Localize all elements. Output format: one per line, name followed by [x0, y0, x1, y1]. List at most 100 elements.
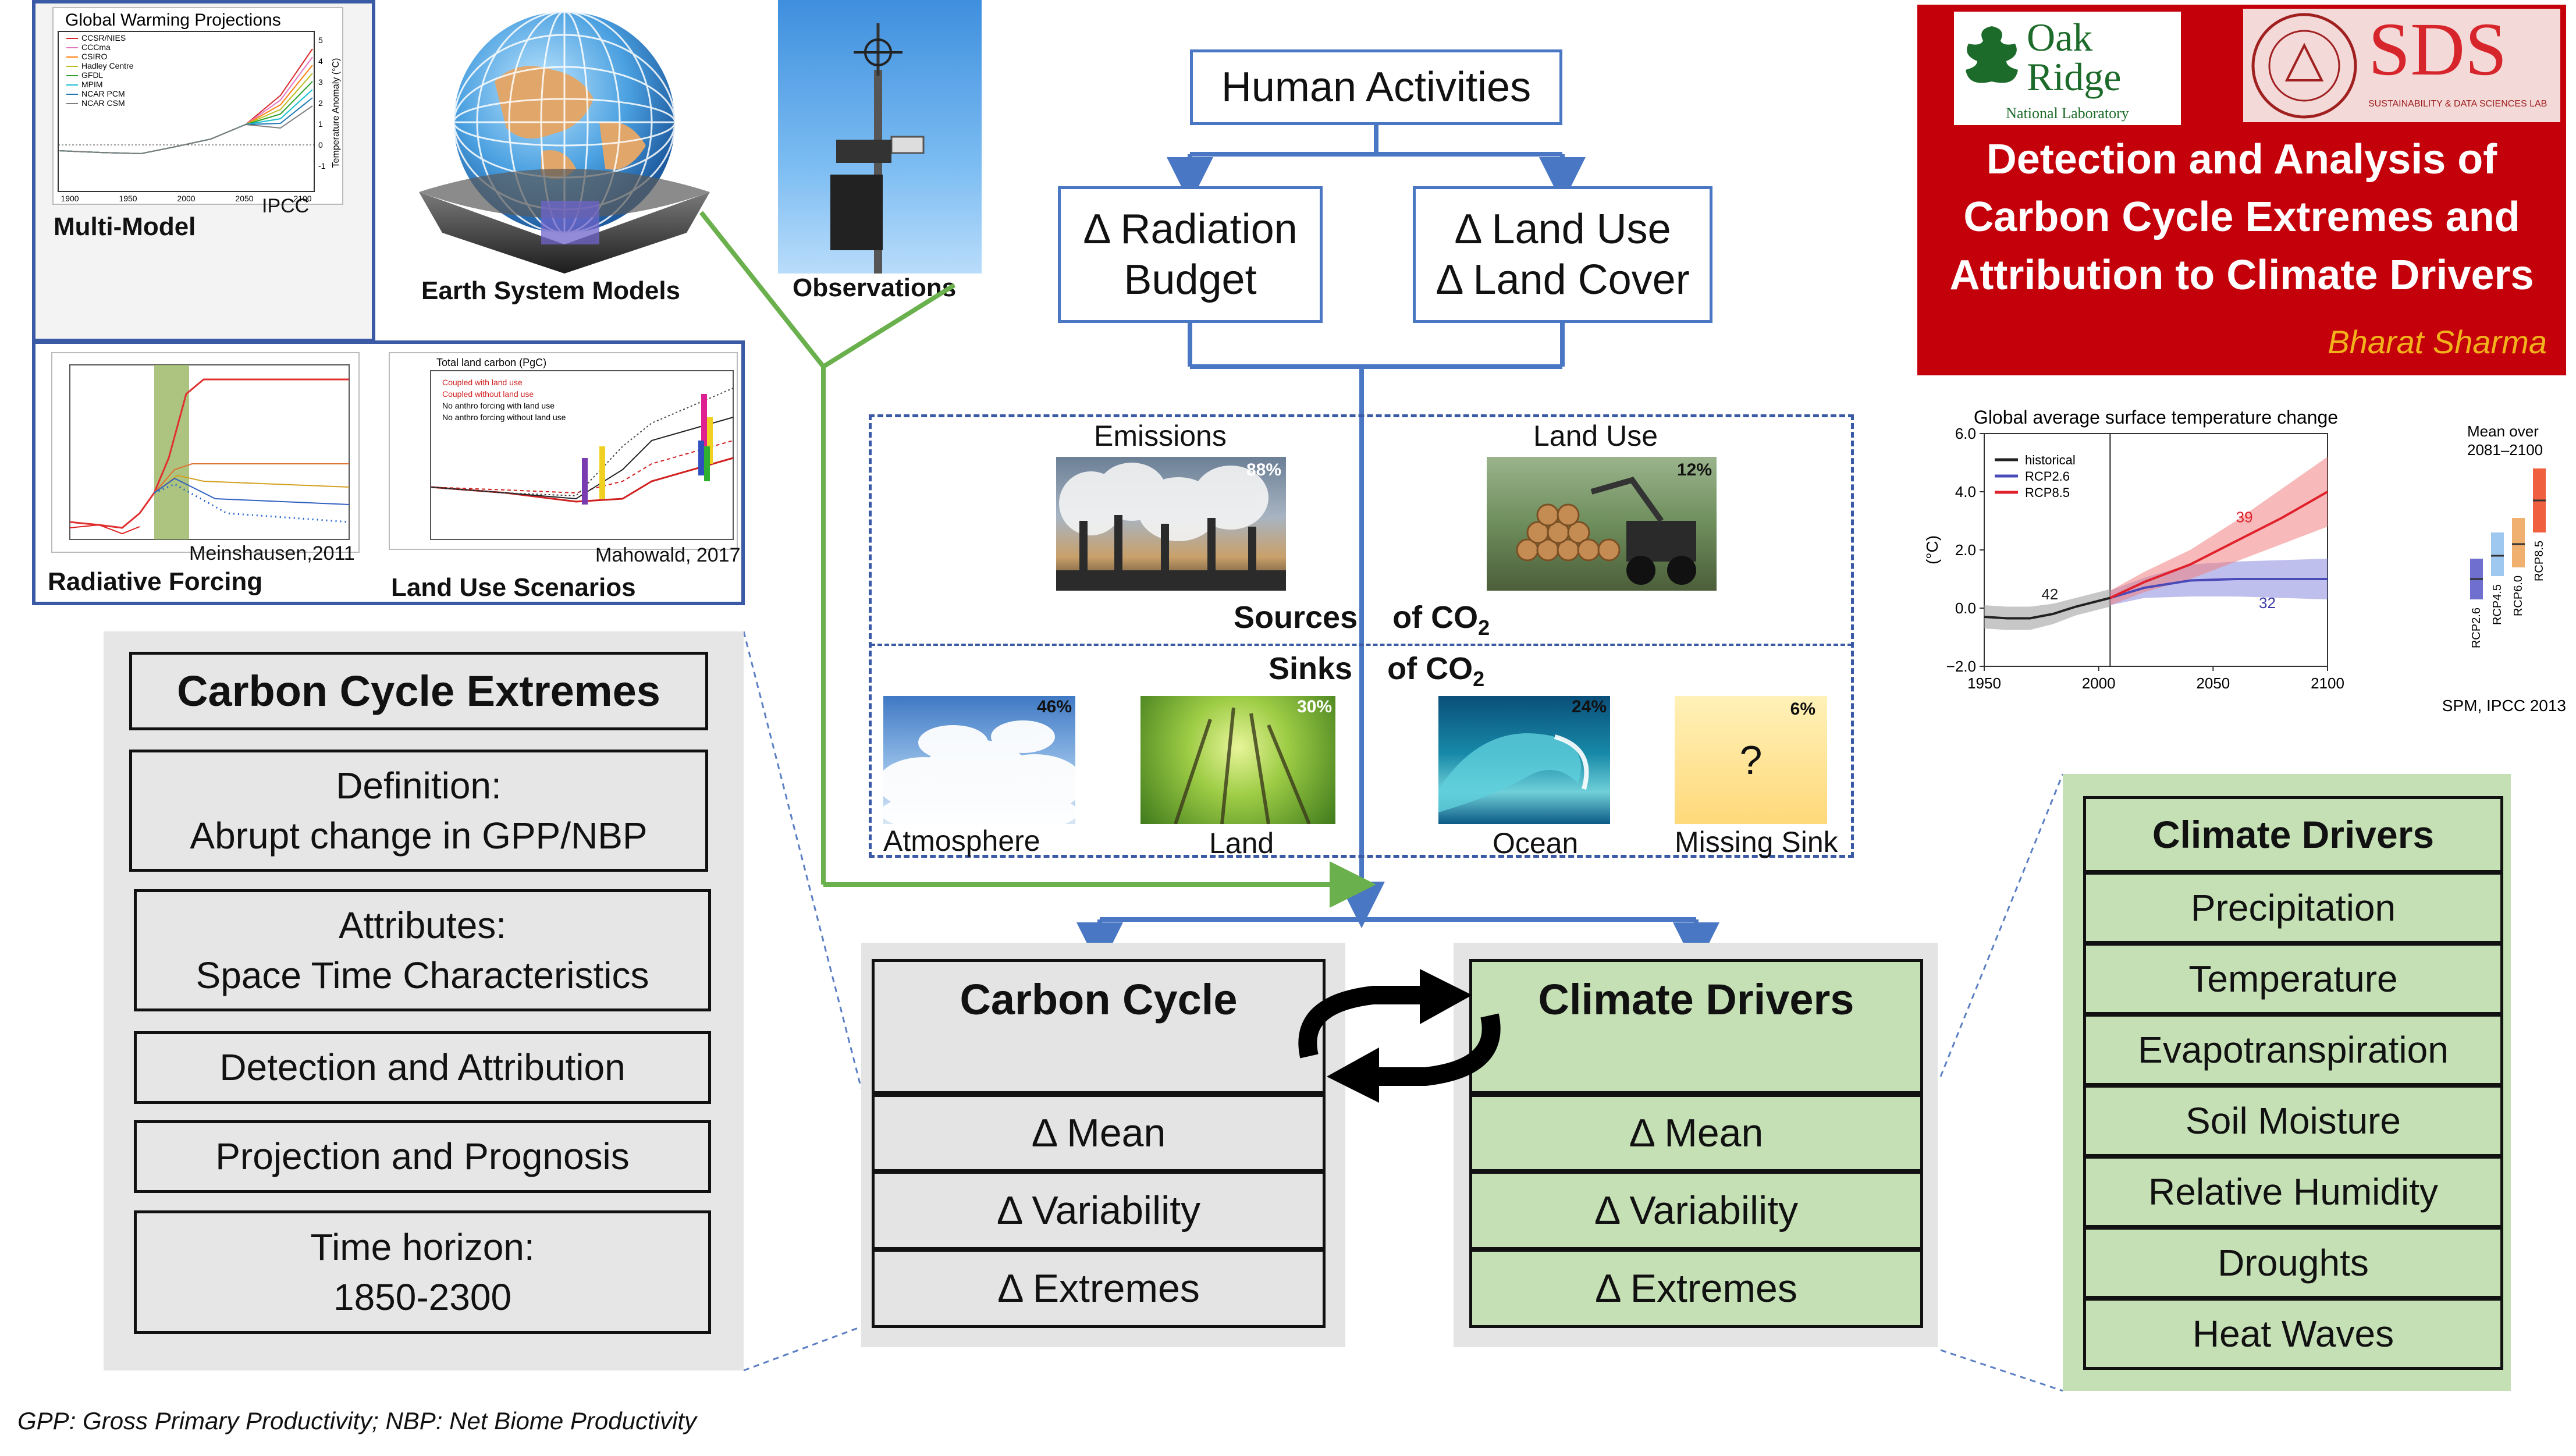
- land-use-cover-box: Δ Land Use Δ Land Cover: [1413, 186, 1712, 323]
- carbon-cycle-mean-row: Δ Mean: [872, 1094, 1326, 1172]
- mean-over-range-bar: [2512, 518, 2525, 567]
- poster-title-line2: Carbon Cycle Extremes and: [1963, 194, 2520, 241]
- legend-label: RCP2.6: [2025, 469, 2070, 484]
- mean-over-scenario-label: RCP2.6: [2470, 608, 2483, 648]
- land-sink-image: 30%: [1140, 696, 1335, 824]
- series-sample-count: 39: [2236, 509, 2253, 526]
- carbon-cycle-title-box: Carbon Cycle: [872, 959, 1326, 1094]
- land-use-scenarios-caption: Land Use Scenarios: [391, 573, 636, 602]
- detection-attribution-box: Detection and Attribution: [134, 1031, 711, 1104]
- climate-extremes-label: Δ Extremes: [1595, 1266, 1797, 1311]
- y-tick-label: 6.0: [1955, 425, 1976, 442]
- land-use-line2: Δ Land Cover: [1436, 256, 1690, 303]
- multi-model-xtick: 2000: [177, 194, 195, 203]
- attributes-box: Attributes: Space Time Characteristics: [134, 889, 711, 1011]
- attributes-line1: Attributes:: [338, 904, 507, 946]
- multi-model-series-line: [59, 105, 313, 155]
- sources-of-co: of CO: [1392, 600, 1479, 635]
- land-use-legend-2: No anthro forcing with land use: [442, 401, 555, 410]
- sds-logo: SDS SUSTAINABILITY & DATA SCIENCES LAB: [2243, 9, 2560, 122]
- climate-drivers-list-title: Climate Drivers: [2083, 796, 2503, 873]
- y-tick-label: 4.0: [1955, 483, 1976, 500]
- detection-attribution-label: Detection and Attribution: [219, 1046, 626, 1089]
- atmosphere-pct: 46%: [1036, 697, 1072, 716]
- earth-system-model-image: [407, 0, 722, 291]
- land-use-line1: Δ Land Use: [1454, 206, 1671, 253]
- mean-over-scenario-label: RCP4.5: [2491, 584, 2504, 625]
- carbon-cycle-extremes-label: Δ Extremes: [997, 1266, 1200, 1311]
- series-line: [2109, 578, 2328, 599]
- climate-drivers-center-title: Climate Drivers: [1538, 975, 1854, 1024]
- sources-co2-sub: 2: [1478, 615, 1490, 640]
- sinks-word: Sinks: [1269, 651, 1353, 686]
- oak-leaf-icon: [1966, 26, 2018, 105]
- climate-drivers-title-box: Climate Drivers: [1469, 959, 1923, 1094]
- series-line: [2109, 491, 2328, 599]
- y-tick-label: 0.0: [1955, 599, 1976, 617]
- mean-over-label: 2081–2100: [2467, 441, 2543, 459]
- observations-image: [778, 0, 982, 274]
- carbon-cycle-variability-label: Δ Variability: [996, 1188, 1201, 1233]
- atmosphere-label: Atmosphere: [883, 825, 1040, 857]
- land-use-legend-1: Coupled without land use: [442, 389, 534, 399]
- emissions-pct: 88%: [1246, 460, 1281, 480]
- driver-soil-moisture: Soil Moisture: [2083, 1085, 2503, 1157]
- x-tick-label: 1950: [1967, 674, 2001, 692]
- multi-model-xtick: 1900: [61, 194, 79, 203]
- multi-model-legend-label: CCCma: [81, 42, 111, 52]
- radiation-budget-box: Δ Radiation Budget: [1058, 186, 1323, 323]
- chart-title: Global average surface temperature chang…: [1974, 407, 2338, 428]
- sources-word: Sources: [1234, 600, 1358, 635]
- land-use-source-label: Land Use: [1533, 420, 1658, 452]
- poster-title-line3: Attribution to Climate Drivers: [1949, 251, 2534, 299]
- multi-model-ytick: 4: [318, 56, 323, 66]
- observations-caption: Observations: [793, 274, 957, 302]
- atmosphere-image: 46%: [883, 696, 1075, 824]
- multi-model-caption: Multi-Model: [54, 212, 196, 241]
- human-activities-label: Human Activities: [1221, 63, 1532, 111]
- land-use-scenario-chart: Total land carbon (PgC) Coupled with lan…: [389, 352, 738, 550]
- multi-model-plot: Global Warming Projections CCSR/NIESCCCm…: [54, 8, 342, 204]
- multi-model-ytick: 3: [318, 77, 323, 87]
- driver-precipitation: Precipitation: [2083, 872, 2503, 944]
- university-seal-icon: [2251, 13, 2357, 119]
- missing-sink-image: ? 6%: [1675, 696, 1827, 824]
- carbon-cycle-extremes-row: Δ Extremes: [872, 1249, 1326, 1328]
- climate-extremes-row: Δ Extremes: [1469, 1249, 1923, 1328]
- driver-droughts: Droughts: [2083, 1227, 2503, 1299]
- multi-model-legend-label: Hadley Centre: [81, 61, 134, 70]
- multi-model-ytick: 2: [318, 98, 323, 108]
- carbon-cycle-extremes-title: Carbon Cycle Extremes: [129, 652, 708, 730]
- time-horizon-line1: Time horizon:: [310, 1226, 535, 1268]
- land-use-image: 12%: [1487, 457, 1717, 591]
- esm-caption: Earth System Models: [421, 276, 681, 305]
- multi-model-legend-label: NCAR PCM: [81, 89, 125, 98]
- driver-heat-waves: Heat Waves: [2083, 1298, 2503, 1370]
- projection-prognosis-box: Projection and Prognosis: [134, 1120, 711, 1193]
- carbon-cycle-mean-label: Δ Mean: [1031, 1111, 1166, 1155]
- missing-sink-label: Missing Sink: [1675, 826, 1838, 858]
- ocean-image: 24%: [1438, 696, 1610, 824]
- emissions-image: 88%: [1056, 457, 1286, 591]
- land-use-legend-3: No anthro forcing without land use: [442, 413, 566, 422]
- land-sink-label: Land: [1209, 827, 1274, 860]
- author-name: Bharat Sharma: [2328, 324, 2547, 360]
- sources-sinks-panel: [869, 414, 1854, 858]
- series-sample-count: 32: [2259, 594, 2276, 612]
- y-tick-label: 2.0: [1955, 541, 1976, 559]
- ocean-label: Ocean: [1493, 827, 1579, 860]
- land-use-pct: 12%: [1676, 460, 1712, 480]
- multi-model-legend-label: MPIM: [81, 80, 103, 89]
- oak-ridge-wordmark: Oak Ridge: [2027, 15, 2122, 99]
- temperature-change-chart: Global average surface temperature chang…: [1920, 396, 2572, 722]
- x-tick-label: 2100: [2311, 674, 2344, 692]
- emissions-label: Emissions: [1094, 420, 1227, 452]
- feedback-cycle-icon: [1298, 969, 1501, 1103]
- missing-sink-pct: 6%: [1790, 699, 1815, 719]
- land-use-chart-title: Total land carbon (PgC): [436, 357, 546, 368]
- mean-over-label: Mean over: [2467, 422, 2539, 440]
- sinks-of-co2-label: Sinks of CO2: [1269, 651, 1484, 691]
- legend-label: RCP8.5: [2025, 485, 2070, 500]
- series-band: [2110, 457, 2328, 605]
